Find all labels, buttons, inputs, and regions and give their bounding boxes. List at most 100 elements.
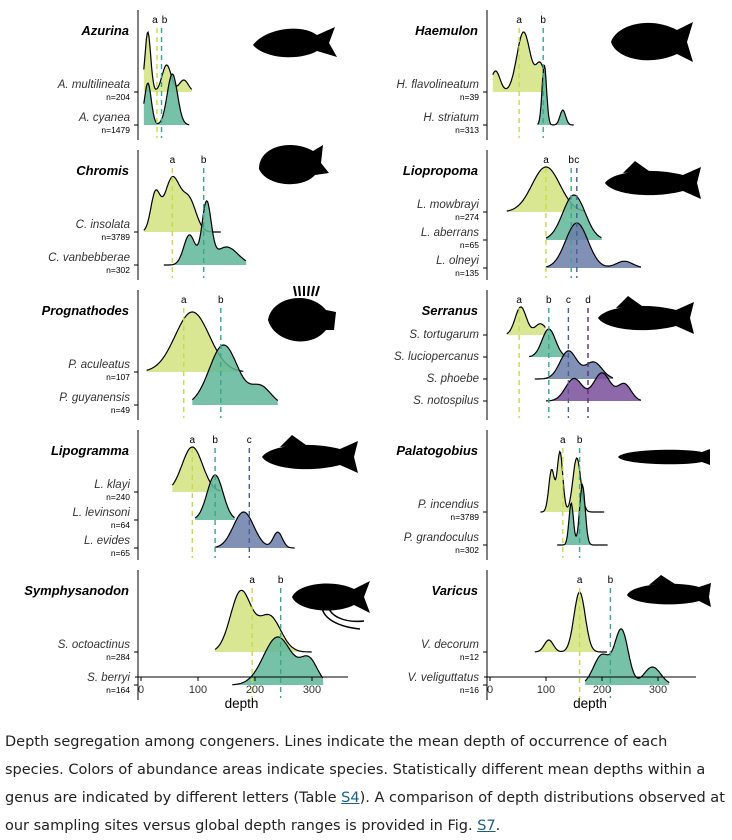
species-label: S. luciopercanus [394,351,479,363]
x-tick-label: 200 [593,684,611,696]
species-label: A. cyanea [78,112,130,124]
sample-size-label: n=16 [460,685,479,695]
species-label: A. multilineata [57,79,130,91]
abundance-area [143,176,221,232]
sample-size-label: n=274 [455,212,479,222]
density-outline [534,350,614,380]
density-outline [232,636,324,686]
species-label: H. flavolineatum [397,79,480,91]
sample-size-label: n=107 [106,372,130,382]
abundance-area [534,592,608,652]
genus-panel-serranus: Serranus S. tortugarum S. luciopercanus S. … [394,290,694,420]
significance-letter: b [546,295,552,306]
significance-letter: c [574,155,579,166]
species-label: L. levinsoni [72,507,130,519]
fish-silhouette-icon [262,435,358,473]
sample-size-label: n=39 [460,92,479,102]
significance-letter: b [568,155,574,166]
genus-title: Symphysanodon [24,583,129,598]
abundance-area [163,200,247,265]
species-label: C. insolata [76,219,130,231]
species-label: L. olneyi [436,255,479,267]
genus-title: Chromis [76,163,129,178]
sample-size-label: n=3789 [101,232,130,242]
species-label: S. notospilus [413,395,479,407]
sample-size-label: n=302 [455,545,479,555]
x-axis-title: depth [573,696,607,711]
fish-silhouette-icon [598,296,694,334]
density-outline [557,482,608,546]
species-label: P. grandoculus [404,532,479,544]
fish-silhouette-icon [611,22,693,62]
x-tick-label: 100 [189,684,207,696]
sample-size-label: n=302 [106,265,130,275]
table-s4-link[interactable]: S4 [341,790,360,806]
genus-title: Azurina [80,23,129,38]
fish-silhouette-icon [605,161,701,199]
species-label: V. veliguttatus [408,672,480,684]
sample-size-label: n=284 [106,652,130,662]
genus-title: Palatogobius [396,443,478,458]
significance-letter: a [516,15,522,26]
genus-title: Liopropoma [403,163,478,178]
figure-s7-link[interactable]: S7 [477,818,496,834]
significance-letter: b [278,575,284,586]
abundance-area [492,32,546,92]
x-tick-label: 0 [487,684,493,696]
abundance-area [215,590,312,652]
abundance-area [192,345,278,405]
species-label: S. octoactinus [58,639,130,651]
density-outline [214,511,295,549]
significance-letter: c [566,295,571,306]
density-outline [163,199,247,266]
significance-letter: a [577,575,583,586]
abundance-area [232,637,324,685]
species-label: H. striatum [423,112,479,124]
species-label: S. berryi [87,672,130,684]
fish-silhouette-icon [618,449,710,465]
density-outline [143,31,193,90]
sample-size-label: n=3789 [450,512,479,522]
density-outline [545,222,642,268]
significance-letter: a [170,155,176,166]
significance-letter: a [181,295,187,306]
significance-letter: b [608,575,614,586]
abundance-area [215,512,295,548]
species-label: P. incendius [418,499,479,511]
species-label: S. phoebe [427,373,479,385]
significance-letter: b [212,435,218,446]
density-outline [534,591,607,653]
sample-size-label: n=313 [455,125,479,135]
genus-title: Varicus [432,583,479,598]
sample-size-label: n=204 [106,92,130,102]
abundance-area [537,65,574,125]
x-tick-label: 0 [138,684,144,696]
fish-silhouette-icon [268,285,336,342]
x-axis-title: depth [225,696,259,711]
fish-silhouette-icon [627,575,711,607]
caption-text-2: ). A comparison of depth distributions o… [5,790,725,834]
x-tick-label: 100 [537,684,555,696]
density-outline [143,73,190,126]
species-label: P. guyanensis [59,392,130,404]
genus-title: Serranus [422,303,478,318]
sample-size-label: n=49 [111,405,130,415]
density-outline [545,194,602,239]
fish-silhouette-icon [259,145,329,185]
sample-size-label: n=65 [460,240,479,250]
species-label: L. aberrans [421,227,479,239]
sample-size-label: n=164 [106,685,130,695]
abundance-area [546,372,642,401]
x-tick-label: 300 [303,684,321,696]
fish-silhouette-icon [292,581,370,630]
genus-title: Haemulon [415,23,478,38]
sample-size-label: n=65 [111,548,130,558]
significance-letter: b [201,155,207,166]
